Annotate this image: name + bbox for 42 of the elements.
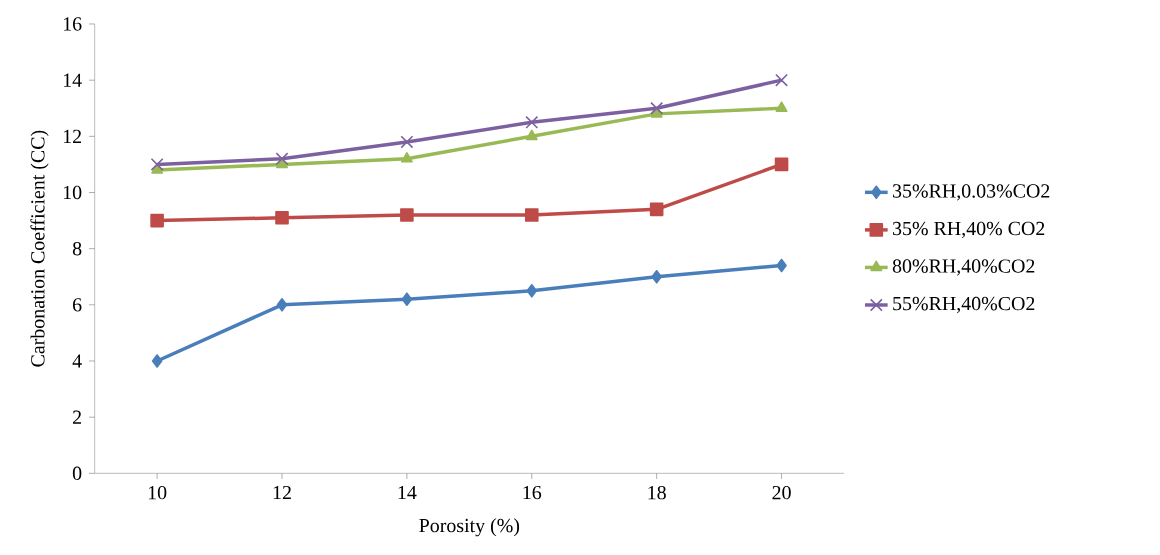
legend-label: 55%RH,40%CO2 bbox=[893, 297, 1035, 314]
x-tick-label: 20 bbox=[772, 486, 791, 500]
point bbox=[651, 270, 662, 284]
point bbox=[151, 354, 163, 368]
point bbox=[524, 208, 539, 222]
y-tick-label: 8 bbox=[72, 242, 82, 256]
legend-label: 80%RH,40%CO2 bbox=[892, 259, 1035, 276]
x-axis-title: Porosity (%) bbox=[419, 518, 520, 537]
y-tick-label: 14 bbox=[63, 73, 82, 87]
y-tick-label: 6 bbox=[72, 298, 82, 312]
point bbox=[401, 292, 413, 307]
y-tick-label: 2 bbox=[73, 410, 81, 424]
point bbox=[775, 73, 789, 87]
point bbox=[400, 208, 414, 222]
point bbox=[774, 157, 789, 172]
y-axis-title: Carbonation Coefficient (CC) bbox=[30, 130, 49, 367]
point bbox=[150, 213, 164, 228]
x-tick-label: 16 bbox=[523, 486, 542, 500]
y-tick-label: 0 bbox=[72, 466, 82, 481]
point bbox=[400, 135, 414, 149]
x-tick-label: 14 bbox=[398, 486, 417, 500]
y-tick-label: 16 bbox=[63, 17, 82, 31]
x-tick-label: 18 bbox=[648, 486, 666, 500]
point bbox=[400, 152, 413, 163]
point bbox=[525, 116, 539, 129]
x-tick-label: 10 bbox=[148, 486, 167, 500]
y-tick-label: 4 bbox=[72, 354, 82, 368]
y-tick-label: 10 bbox=[63, 185, 82, 200]
point bbox=[776, 258, 787, 273]
x-tick-label: 12 bbox=[273, 486, 291, 500]
point bbox=[775, 101, 788, 113]
point bbox=[276, 298, 288, 312]
point bbox=[649, 202, 664, 217]
y-tick-label: 12 bbox=[63, 129, 81, 144]
legend-label: 35%RH,0.03%CO2 bbox=[893, 184, 1050, 201]
point bbox=[275, 211, 289, 225]
point bbox=[526, 284, 538, 298]
legend-label: 35% RH,40% CO2 bbox=[893, 221, 1045, 239]
point bbox=[525, 129, 538, 141]
point bbox=[275, 152, 289, 166]
point bbox=[150, 158, 164, 172]
point bbox=[650, 101, 664, 115]
